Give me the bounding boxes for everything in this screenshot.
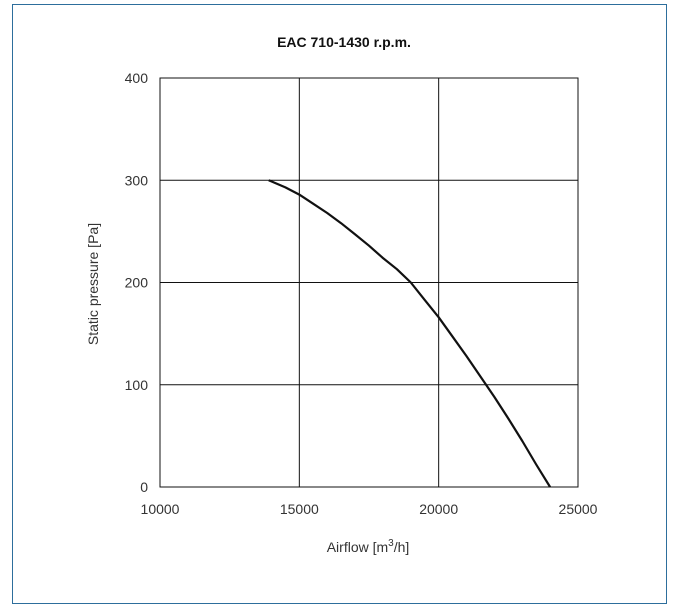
chart-title: EAC 710-1430 r.p.m. <box>277 34 411 50</box>
y-tick-label: 300 <box>125 172 149 188</box>
grid <box>159 77 579 488</box>
x-axis-label: Airflow [m3/h] <box>327 538 410 555</box>
y-tick-label: 0 <box>140 479 148 495</box>
y-tick-label: 100 <box>125 377 149 393</box>
plot-area <box>159 77 579 488</box>
series-line <box>268 179 552 488</box>
x-tick-label: 25000 <box>559 501 598 517</box>
x-tick-labels: 10000 15000 20000 25000 <box>141 501 598 517</box>
pressure-airflow-chart: EAC 710-1430 r.p.m. 10000 15000 20000 25000… <box>85 34 598 555</box>
y-axis-label: Static pressure [Pa] <box>85 223 101 345</box>
x-tick-label: 20000 <box>419 501 458 517</box>
y-tick-labels: 0 100 200 300 400 <box>125 70 149 495</box>
y-tick-label: 400 <box>125 70 149 86</box>
x-tick-label: 10000 <box>141 501 180 517</box>
x-tick-label: 15000 <box>280 501 319 517</box>
y-tick-label: 200 <box>125 275 149 291</box>
